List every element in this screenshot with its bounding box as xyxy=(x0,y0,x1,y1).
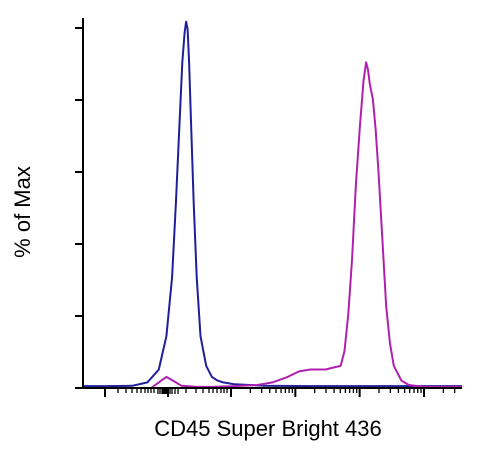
x-ticks xyxy=(104,388,456,397)
series-layer xyxy=(83,20,462,389)
y-ticks xyxy=(75,27,83,389)
y-axis-title: % of Max xyxy=(10,166,35,258)
axes-layer xyxy=(75,18,462,397)
series-line-2 xyxy=(83,61,462,389)
series-line-1 xyxy=(83,20,462,388)
x-axis-title: CD45 Super Bright 436 xyxy=(154,416,381,441)
